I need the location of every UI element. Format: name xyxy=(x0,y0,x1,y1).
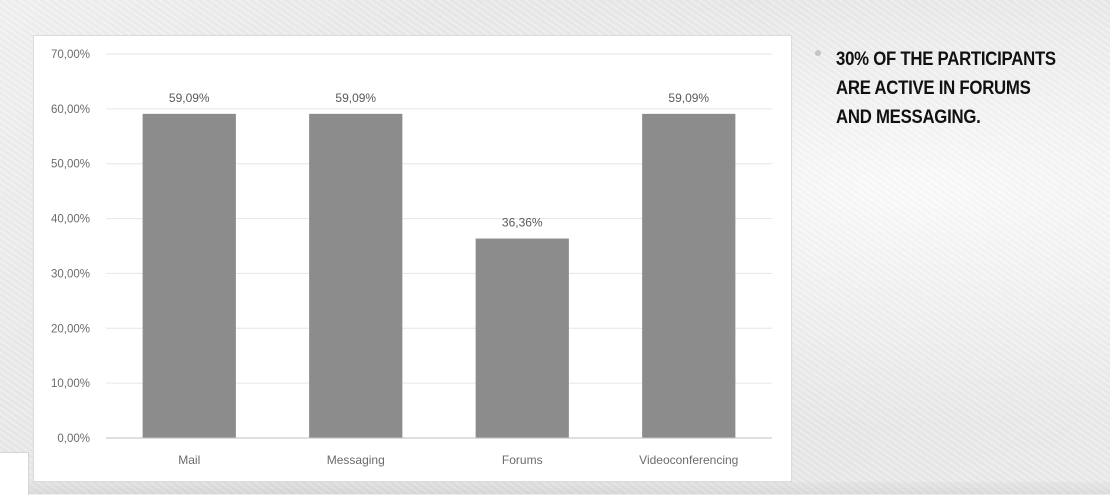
y-tick-label: 0,00% xyxy=(57,433,90,445)
bars xyxy=(142,113,736,438)
category-label-videoconferencing: Videoconferencing xyxy=(639,453,738,467)
category-label-forums: Forums xyxy=(502,453,543,467)
data-label-forums: 36,36% xyxy=(502,216,543,230)
data-labels: 59,09% 59,09% 36,36% 59,09% xyxy=(169,91,710,230)
bar-mail xyxy=(142,113,236,438)
category-label-mail: Mail xyxy=(178,453,200,467)
y-tick-label: 40,00% xyxy=(51,214,90,226)
chart-panel: 0,00% 10,00% 20,00% 30,00% 40,00% 50,00% 60,00… xyxy=(33,35,792,482)
data-label-mail: 59,09% xyxy=(169,91,210,105)
bullet-dot-icon xyxy=(815,50,821,56)
category-label-messaging: Messaging xyxy=(327,453,385,467)
y-tick-label: 20,00% xyxy=(51,323,90,335)
y-tick-label: 70,00% xyxy=(51,49,90,61)
bar-videoconferencing xyxy=(642,113,736,438)
slide-bottom-strip xyxy=(0,482,1110,494)
data-label-videoconferencing: 59,09% xyxy=(668,91,709,105)
x-axis-categories: Mail Messaging Forums Videoconferencing xyxy=(178,453,738,467)
bar-chart: 0,00% 10,00% 20,00% 30,00% 40,00% 50,00% 60,00… xyxy=(51,49,772,467)
slide-corner-mark xyxy=(0,452,29,495)
bullet-text: 30% OF THE PARTICIPANTS ARE ACTIVE IN FO… xyxy=(836,48,1056,128)
data-label-messaging: 59,09% xyxy=(335,91,376,105)
bar-messaging xyxy=(309,113,403,438)
y-tick-label: 60,00% xyxy=(51,104,90,116)
y-tick-label: 10,00% xyxy=(51,378,90,390)
y-axis-ticks: 0,00% 10,00% 20,00% 30,00% 40,00% 50,00% 60,00… xyxy=(51,49,90,445)
y-tick-label: 30,00% xyxy=(51,268,90,280)
bar-forums xyxy=(475,238,569,438)
y-tick-label: 50,00% xyxy=(51,159,90,171)
